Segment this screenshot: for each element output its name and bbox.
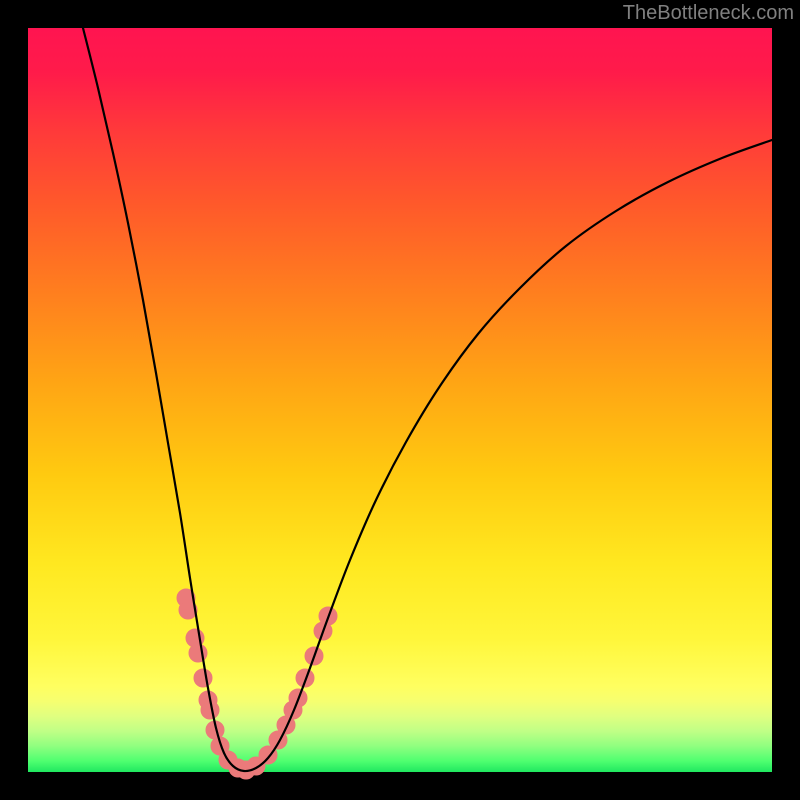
marker-group xyxy=(177,589,337,779)
plot-area xyxy=(28,28,772,772)
watermark-text: TheBottleneck.com xyxy=(623,2,794,25)
marker-dot xyxy=(189,644,207,662)
chart-root: TheBottleneck.com xyxy=(0,0,800,800)
curve-overlay xyxy=(28,28,772,772)
marker-dot xyxy=(194,669,212,687)
bottleneck-curve xyxy=(83,28,772,771)
